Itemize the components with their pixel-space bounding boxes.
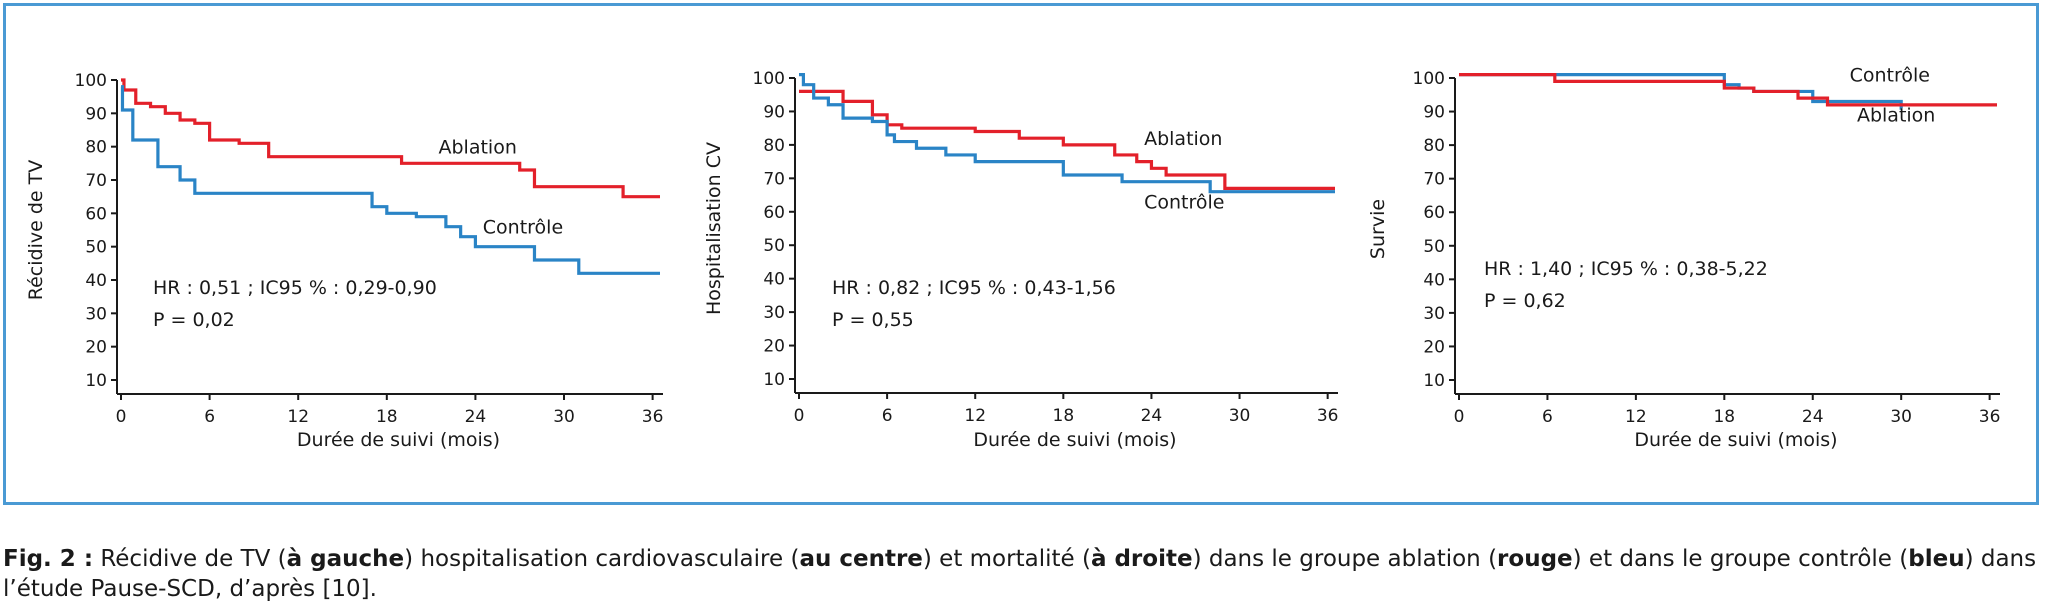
x-tick-label: 6 bbox=[1542, 407, 1553, 427]
x-tick-label: 36 bbox=[642, 407, 664, 427]
caption-segment: ) dans l’étude Pause-SCD, d’après [10]. bbox=[3, 546, 2037, 602]
stat-annotation: P = 0,62 bbox=[1484, 290, 1566, 312]
y-tick-label: 70 bbox=[1423, 170, 1445, 190]
x-tick-label: 6 bbox=[882, 406, 893, 426]
x-tick-label: 6 bbox=[204, 407, 215, 427]
series-label-controle: Contrôle bbox=[1144, 191, 1224, 213]
y-axis-label: Hospitalisation CV bbox=[703, 142, 725, 315]
y-tick-label: 100 bbox=[75, 71, 107, 91]
caption-segment: Récidive de TV ( bbox=[93, 546, 287, 572]
x-tick-label: 0 bbox=[794, 406, 805, 426]
series-label-ablation: Ablation bbox=[438, 136, 516, 158]
series-line-controle bbox=[799, 73, 1335, 194]
y-tick-label: 60 bbox=[85, 204, 107, 224]
x-tick-label: 30 bbox=[1229, 406, 1251, 426]
series-line-controle bbox=[120, 85, 660, 275]
stat-annotation: HR : 0,82 ; IC95 % : 0,43-1,56 bbox=[832, 277, 1116, 299]
x-tick-label: 36 bbox=[1317, 406, 1339, 426]
figure-frame bbox=[3, 3, 2039, 505]
caption-segment: à droite bbox=[1090, 546, 1193, 572]
x-axis-label: Durée de suivi (mois) bbox=[1634, 429, 1837, 451]
y-tick-label: 60 bbox=[1423, 203, 1445, 223]
series-line-controle bbox=[1459, 73, 1903, 110]
caption-segment: ) et dans le groupe contrôle ( bbox=[1572, 546, 1909, 572]
y-tick-label: 40 bbox=[1423, 270, 1445, 290]
caption-segment: bleu bbox=[1908, 546, 1965, 572]
x-tick-label: 24 bbox=[1802, 407, 1824, 427]
y-tick-label: 50 bbox=[85, 238, 107, 258]
x-tick-label: 24 bbox=[465, 407, 487, 427]
y-tick-label: 60 bbox=[763, 203, 785, 223]
y-tick-label: 70 bbox=[763, 169, 785, 189]
y-tick-label: 80 bbox=[85, 138, 107, 158]
y-tick-label: 100 bbox=[753, 69, 785, 89]
y-tick-label: 10 bbox=[1423, 371, 1445, 391]
caption-segment: à gauche bbox=[286, 546, 405, 572]
caption-body: Récidive de TV (à gauche) hospitalisatio… bbox=[3, 546, 2036, 602]
series-line-ablation bbox=[121, 78, 660, 199]
x-axis-label: Durée de suivi (mois) bbox=[297, 429, 500, 451]
x-tick-label: 24 bbox=[1141, 406, 1163, 426]
y-tick-label: 20 bbox=[1423, 337, 1445, 357]
x-tick-label: 0 bbox=[1454, 407, 1465, 427]
caption-segment: rouge bbox=[1497, 546, 1573, 572]
x-tick-label: 12 bbox=[287, 407, 309, 427]
caption-segment: au centre bbox=[799, 546, 923, 572]
y-tick-label: 40 bbox=[85, 271, 107, 291]
x-tick-label: 36 bbox=[1979, 407, 2001, 427]
y-tick-label: 30 bbox=[1423, 304, 1445, 324]
y-tick-label: 20 bbox=[85, 338, 107, 358]
y-tick-label: 30 bbox=[85, 304, 107, 324]
y-tick-label: 100 bbox=[1413, 69, 1445, 89]
stat-annotation: HR : 0,51 ; IC95 % : 0,29-0,90 bbox=[153, 277, 437, 299]
y-tick-label: 50 bbox=[763, 236, 785, 256]
stat-annotation: P = 0,55 bbox=[832, 309, 914, 331]
y-tick-label: 10 bbox=[85, 371, 107, 391]
y-tick-label: 50 bbox=[1423, 237, 1445, 257]
series-label-ablation: Ablation bbox=[1857, 105, 1935, 127]
y-tick-label: 20 bbox=[763, 337, 785, 357]
x-tick-label: 18 bbox=[1713, 407, 1735, 427]
stat-annotation: HR : 1,40 ; IC95 % : 0,38-5,22 bbox=[1484, 258, 1768, 280]
stat-annotation: P = 0,02 bbox=[153, 309, 235, 331]
x-tick-label: 30 bbox=[1890, 407, 1912, 427]
y-tick-label: 80 bbox=[1423, 136, 1445, 156]
y-tick-label: 90 bbox=[763, 102, 785, 122]
series-label-ablation: Ablation bbox=[1144, 128, 1222, 150]
x-tick-label: 12 bbox=[1625, 407, 1647, 427]
y-tick-label: 90 bbox=[85, 104, 107, 124]
y-tick-label: 80 bbox=[763, 136, 785, 156]
caption-segment: ) et mortalité ( bbox=[922, 546, 1091, 572]
caption-segment: ) hospitalisation cardiovasculaire ( bbox=[404, 546, 800, 572]
series-label-controle: Contrôle bbox=[483, 216, 563, 238]
y-axis-label: Survie bbox=[1367, 199, 1389, 259]
y-tick-label: 90 bbox=[1423, 103, 1445, 123]
figure-caption: Fig. 2 : Récidive de TV (à gauche) hospi… bbox=[3, 544, 2043, 604]
series-line-ablation bbox=[1459, 73, 1997, 107]
x-axis-label: Durée de suivi (mois) bbox=[973, 429, 1176, 451]
y-tick-label: 70 bbox=[85, 171, 107, 191]
caption-fig-label: Fig. 2 : bbox=[3, 546, 94, 572]
y-tick-label: 40 bbox=[763, 270, 785, 290]
series-label-controle: Contrôle bbox=[1850, 64, 1930, 86]
y-tick-label: 30 bbox=[763, 303, 785, 323]
series-line-ablation bbox=[799, 89, 1335, 190]
x-tick-label: 30 bbox=[553, 407, 575, 427]
y-tick-label: 10 bbox=[763, 370, 785, 390]
y-axis-label: Récidive de TV bbox=[25, 160, 47, 300]
x-tick-label: 12 bbox=[964, 406, 986, 426]
x-tick-label: 18 bbox=[1053, 406, 1075, 426]
x-tick-label: 0 bbox=[116, 407, 127, 427]
x-tick-label: 18 bbox=[376, 407, 398, 427]
caption-segment: ) dans le groupe ablation ( bbox=[1192, 546, 1498, 572]
